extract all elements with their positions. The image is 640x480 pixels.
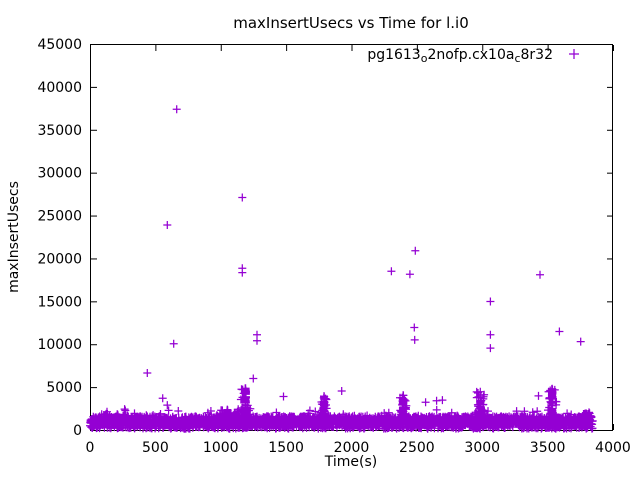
chart-title: maxInsertUsecs vs Time for l.i0 [233, 14, 469, 32]
x-axis-label: Time(s) [324, 454, 377, 470]
y-tick-label: 0 [73, 423, 82, 439]
y-axis-label: maxInsertUsecs [6, 181, 22, 293]
y-tick-label: 5000 [46, 380, 82, 396]
x-tick-label: 0 [86, 440, 95, 456]
x-tick-label: 2500 [399, 440, 435, 456]
legend-plus-marker-icon [569, 49, 579, 59]
x-tick-label: 4000 [595, 440, 631, 456]
y-tick-label: 40000 [37, 80, 82, 96]
legend: pg1613o2nofp.cx10ac8r32 [367, 47, 579, 65]
plot-frame [90, 44, 613, 431]
y-tick-label: 30000 [37, 166, 82, 182]
y-tick-label: 15000 [37, 294, 82, 310]
axis-tick-labels: 0 500 1000 1500 2000 2500 3000 3500 400005000100… [37, 37, 630, 456]
y-tick-label: 20000 [37, 251, 82, 267]
x-tick-label: 500 [142, 440, 169, 456]
y-tick-label: 25000 [37, 209, 82, 225]
x-tick-label: 1500 [268, 440, 304, 456]
y-tick-label: 10000 [37, 337, 82, 353]
data-points [86, 105, 597, 433]
x-tick-label: 3000 [464, 440, 500, 456]
x-tick-label: 2000 [334, 440, 370, 456]
x-tick-label: 3500 [530, 440, 566, 456]
legend-label: pg1613o2nofp.cx10ac8r32 [367, 47, 553, 65]
x-tick-label: 1000 [203, 440, 239, 456]
y-tick-label: 45000 [37, 37, 82, 53]
axis-ticks [90, 44, 614, 431]
y-tick-label: 35000 [37, 123, 82, 139]
